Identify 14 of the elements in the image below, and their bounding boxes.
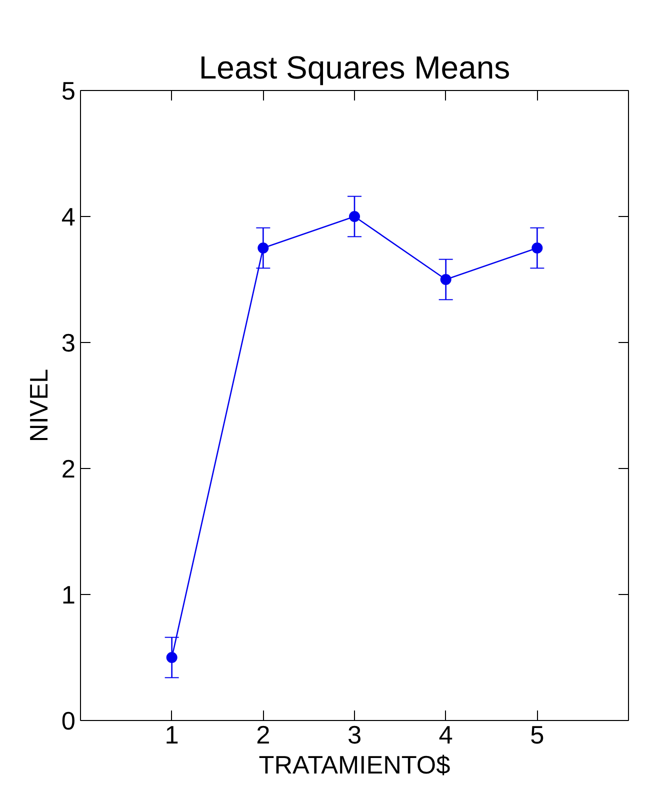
y-tick-label: 1 xyxy=(61,582,76,610)
x-tick-label: 3 xyxy=(347,722,362,750)
y-axis-title: NIVEL xyxy=(25,368,54,442)
x-tick-label: 4 xyxy=(438,722,453,750)
chart-title: Least Squares Means xyxy=(198,50,510,86)
y-tick-label: 3 xyxy=(61,330,76,358)
x-tick-label: 5 xyxy=(530,722,544,750)
y-tick-label: 5 xyxy=(61,78,76,106)
x-tick-label: 2 xyxy=(256,722,270,750)
x-axis-title: TRATAMIENTO$ xyxy=(258,752,450,780)
y-tick-label: 0 xyxy=(61,708,76,736)
y-tick-label: 2 xyxy=(61,456,76,484)
y-tick-label: 4 xyxy=(61,204,76,232)
x-tick-label: 1 xyxy=(164,722,179,750)
